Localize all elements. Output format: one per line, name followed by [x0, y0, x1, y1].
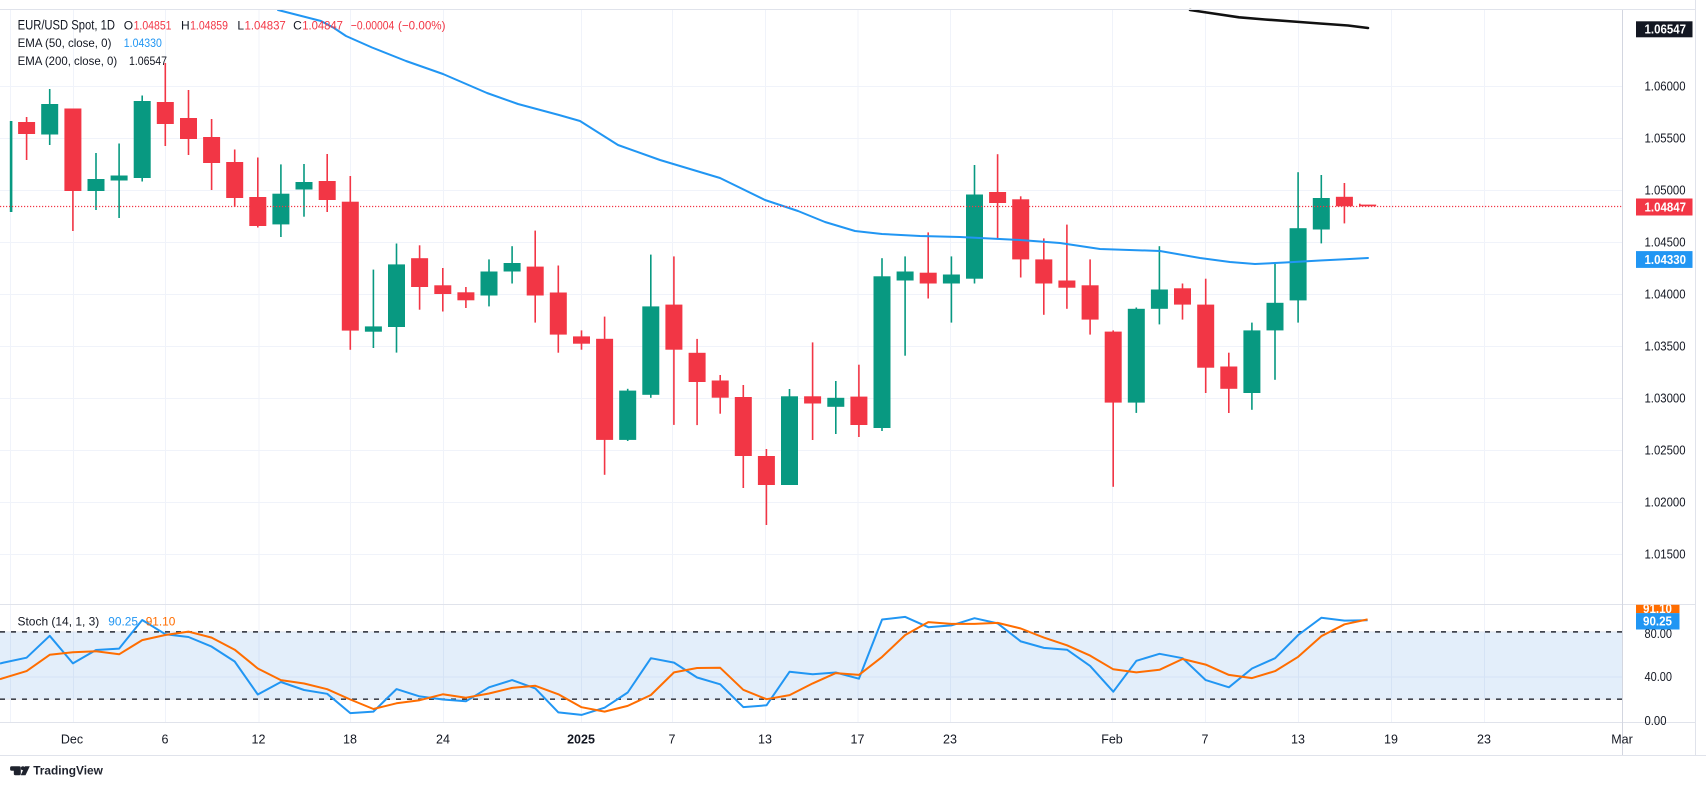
- svg-text:1.06547: 1.06547: [1645, 23, 1687, 37]
- svg-text:−0.00004: −0.00004: [351, 19, 395, 33]
- svg-text:Dec: Dec: [61, 733, 83, 747]
- svg-text:23: 23: [943, 733, 957, 747]
- svg-text:7: 7: [1202, 733, 1209, 747]
- svg-text:13: 13: [758, 733, 772, 747]
- svg-text:L: L: [237, 19, 244, 33]
- svg-text:17: 17: [851, 733, 865, 747]
- svg-text:1.03000: 1.03000: [1645, 391, 1686, 405]
- svg-text:18: 18: [343, 733, 357, 747]
- svg-text:23: 23: [1477, 733, 1491, 747]
- svg-text:TradingView: TradingView: [33, 764, 103, 778]
- svg-text:1.06000: 1.06000: [1645, 79, 1686, 93]
- svg-text:91.10: 91.10: [1643, 602, 1672, 616]
- svg-text:1.05500: 1.05500: [1645, 131, 1686, 145]
- svg-text:90.25: 90.25: [1643, 615, 1672, 629]
- svg-text:(−0.00%): (−0.00%): [398, 19, 446, 33]
- svg-text:EMA (50, close, 0): EMA (50, close, 0): [18, 36, 112, 50]
- svg-text:1.04330: 1.04330: [124, 36, 162, 50]
- svg-text:1.02500: 1.02500: [1645, 443, 1686, 457]
- svg-text:24: 24: [436, 733, 450, 747]
- svg-text:1.04847: 1.04847: [1645, 201, 1687, 215]
- svg-text:C: C: [293, 19, 302, 33]
- svg-text:7: 7: [669, 733, 676, 747]
- svg-text:Stoch (14, 1, 3): Stoch (14, 1, 3): [18, 615, 100, 629]
- svg-text:90.25: 90.25: [108, 615, 138, 629]
- svg-text:19: 19: [1384, 733, 1398, 747]
- svg-text:2025: 2025: [567, 733, 595, 747]
- svg-text:0.00: 0.00: [1645, 714, 1667, 728]
- svg-text:H: H: [181, 19, 190, 33]
- svg-text:1.02000: 1.02000: [1645, 495, 1686, 509]
- svg-text:1.03500: 1.03500: [1645, 339, 1686, 353]
- svg-text:Mar: Mar: [1611, 733, 1633, 747]
- svg-text:1.04847: 1.04847: [302, 19, 343, 33]
- svg-text:13: 13: [1291, 733, 1305, 747]
- svg-text:6: 6: [162, 733, 169, 747]
- svg-text:1.04859: 1.04859: [190, 19, 228, 33]
- svg-text:1.06547: 1.06547: [129, 54, 167, 68]
- svg-text:1.04330: 1.04330: [1645, 253, 1687, 267]
- svg-text:EUR/USD Spot, 1D: EUR/USD Spot, 1D: [18, 18, 116, 33]
- svg-text:1.04500: 1.04500: [1645, 235, 1686, 249]
- svg-text:O: O: [124, 19, 133, 33]
- svg-text:40.00: 40.00: [1645, 670, 1673, 684]
- svg-text:1.04851: 1.04851: [134, 19, 172, 33]
- svg-text:1.04837: 1.04837: [245, 19, 287, 33]
- svg-text:EMA (200, close, 0): EMA (200, close, 0): [18, 54, 118, 68]
- svg-text:Feb: Feb: [1101, 733, 1123, 747]
- svg-text:1.01500: 1.01500: [1645, 547, 1686, 561]
- svg-text:91.10: 91.10: [146, 615, 176, 629]
- svg-text:12: 12: [252, 733, 266, 747]
- svg-text:1.04000: 1.04000: [1645, 287, 1686, 301]
- svg-text:1.05000: 1.05000: [1645, 183, 1686, 197]
- svg-text:80.00: 80.00: [1645, 627, 1673, 641]
